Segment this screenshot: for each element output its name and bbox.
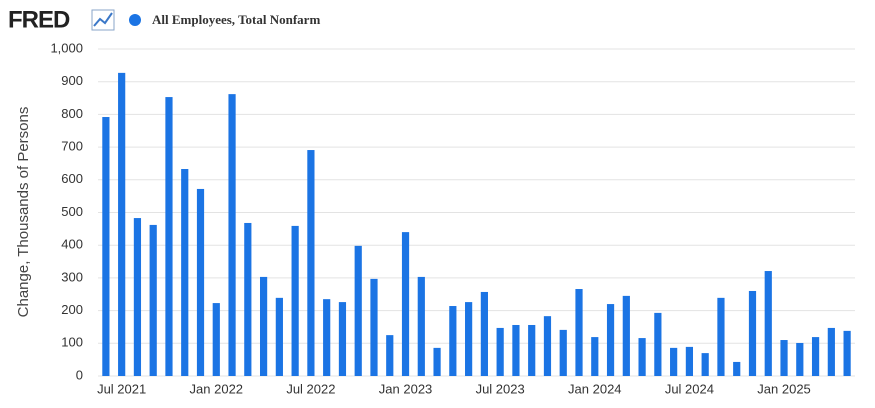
bar (386, 335, 394, 376)
bar (417, 276, 425, 376)
bar (323, 299, 331, 376)
bar (591, 337, 599, 376)
bar (811, 337, 820, 376)
bar (764, 271, 772, 376)
bar (638, 338, 646, 376)
legend-marker (129, 14, 141, 26)
bar (685, 346, 694, 376)
bar (717, 297, 725, 376)
bar (843, 330, 851, 376)
bar (496, 327, 504, 376)
y-axis-title: Change, Thousands of Persons (15, 107, 32, 318)
bar (701, 353, 709, 376)
logo-icon (91, 9, 115, 31)
bar (228, 94, 236, 376)
x-tick-label: Jul 2021 (97, 381, 146, 396)
bar (622, 295, 630, 376)
x-tick-label: Jan 2025 (757, 381, 811, 396)
bar (528, 324, 536, 376)
bar (307, 150, 315, 376)
y-tick-label: 300 (61, 269, 83, 284)
y-tick-label: 900 (61, 73, 83, 88)
bar (449, 306, 457, 376)
y-tick-label: 500 (61, 204, 83, 219)
y-tick-label: 400 (61, 237, 83, 252)
bar (512, 324, 520, 376)
brand-logo: FRED (8, 6, 70, 33)
bar (780, 340, 788, 376)
bar (244, 222, 252, 376)
x-tick-label: Jan 2024 (568, 381, 622, 396)
bar (733, 361, 741, 376)
bar (796, 342, 804, 376)
bar (543, 316, 552, 376)
y-tick-label: 0 (76, 367, 83, 382)
x-tick-label: Jul 2023 (476, 381, 525, 396)
bar (133, 218, 142, 376)
bar (748, 290, 757, 376)
bar (338, 302, 347, 376)
bar (370, 278, 378, 376)
bar (559, 329, 567, 376)
y-tick-label: 100 (61, 335, 83, 350)
bar (259, 276, 268, 376)
bar (433, 347, 441, 376)
legend-label: All Employees, Total Nonfarm (152, 12, 320, 27)
bar (196, 188, 205, 376)
bar (212, 303, 220, 376)
bar (275, 297, 283, 376)
bar (291, 225, 299, 376)
bar (354, 245, 362, 376)
bar (118, 72, 126, 376)
bar (827, 327, 835, 376)
y-tick-label: 600 (61, 171, 83, 186)
x-tick-label: Jan 2023 (379, 381, 433, 396)
y-tick-label: 800 (61, 106, 83, 121)
bar (480, 291, 488, 376)
bar (606, 304, 615, 376)
bar (165, 97, 173, 376)
x-tick-label: Jan 2022 (190, 381, 244, 396)
y-tick-label: 1,000 (50, 40, 83, 55)
bar (102, 117, 110, 377)
bar (575, 289, 583, 376)
bar (181, 169, 189, 376)
bar (401, 232, 410, 376)
bar (670, 347, 678, 376)
bar (465, 302, 473, 376)
bar (654, 312, 662, 376)
y-tick-label: 200 (61, 302, 83, 317)
y-tick-label: 700 (61, 139, 83, 154)
bar (149, 224, 157, 376)
x-tick-label: Jul 2022 (286, 381, 335, 396)
x-tick-label: Jul 2024 (665, 381, 714, 396)
